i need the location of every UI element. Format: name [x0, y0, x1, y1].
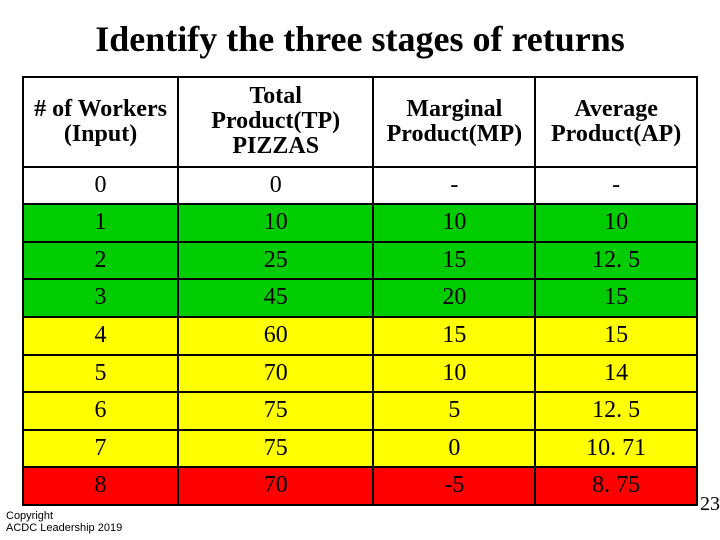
table-cell: 70 — [178, 467, 373, 505]
col-header-tp: Total Product(TP)PIZZAS — [178, 77, 373, 167]
table-cell: - — [373, 167, 535, 205]
table-header: # of Workers(Input) Total Product(TP)PIZ… — [23, 77, 697, 167]
table-cell: 45 — [178, 279, 373, 317]
table-row: 675512. 5 — [23, 392, 697, 430]
table-row: 4601515 — [23, 317, 697, 355]
table-cell: 25 — [178, 242, 373, 280]
table-cell: -5 — [373, 467, 535, 505]
col-header-workers: # of Workers(Input) — [23, 77, 178, 167]
table-row: 3452015 — [23, 279, 697, 317]
table-cell: 10. 71 — [535, 430, 697, 468]
table-cell: 15 — [373, 242, 535, 280]
col-header-ap: AverageProduct(AP) — [535, 77, 697, 167]
header-row: # of Workers(Input) Total Product(TP)PIZ… — [23, 77, 697, 167]
table-body: 00--11010102251512. 53452015460151557010… — [23, 167, 697, 505]
table-cell: 75 — [178, 392, 373, 430]
table-cell: 6 — [23, 392, 178, 430]
table-cell: 12. 5 — [535, 242, 697, 280]
table-cell: 3 — [23, 279, 178, 317]
table-cell: 10 — [373, 204, 535, 242]
table-cell: 8. 75 — [535, 467, 697, 505]
table-cell: 15 — [535, 279, 697, 317]
returns-table: # of Workers(Input) Total Product(TP)PIZ… — [22, 76, 698, 506]
table-cell: 15 — [535, 317, 697, 355]
table-cell: 4 — [23, 317, 178, 355]
table-cell: 10 — [373, 355, 535, 393]
table-row: 2251512. 5 — [23, 242, 697, 280]
table-cell: 14 — [535, 355, 697, 393]
table-cell: 0 — [373, 430, 535, 468]
table-cell: 15 — [373, 317, 535, 355]
copyright-line-1: Copyright — [6, 510, 53, 522]
table-cell: 7 — [23, 430, 178, 468]
slide-title: Identify the three stages of returns — [22, 18, 698, 60]
table-row: 5701014 — [23, 355, 697, 393]
table-cell: 2 — [23, 242, 178, 280]
table-cell: 1 — [23, 204, 178, 242]
table-cell: 5 — [373, 392, 535, 430]
table-cell: 60 — [178, 317, 373, 355]
table-cell: 70 — [178, 355, 373, 393]
table-cell: 0 — [178, 167, 373, 205]
table-cell: 20 — [373, 279, 535, 317]
table-cell: 75 — [178, 430, 373, 468]
table-row: 870-58. 75 — [23, 467, 697, 505]
page-number: 23 — [700, 493, 720, 516]
col-header-mp: MarginalProduct(MP) — [373, 77, 535, 167]
table-row: 00-- — [23, 167, 697, 205]
slide: Identify the three stages of returns # o… — [0, 0, 720, 540]
table-cell: 5 — [23, 355, 178, 393]
copyright-notice: Copyright ACDC Leadership 2019 — [6, 510, 122, 534]
table-row: 1101010 — [23, 204, 697, 242]
table-cell: 0 — [23, 167, 178, 205]
table-cell: 8 — [23, 467, 178, 505]
table-row: 775010. 71 — [23, 430, 697, 468]
table-cell: - — [535, 167, 697, 205]
copyright-line-2: ACDC Leadership 2019 — [6, 522, 122, 534]
table-cell: 10 — [535, 204, 697, 242]
table-cell: 12. 5 — [535, 392, 697, 430]
table-cell: 10 — [178, 204, 373, 242]
